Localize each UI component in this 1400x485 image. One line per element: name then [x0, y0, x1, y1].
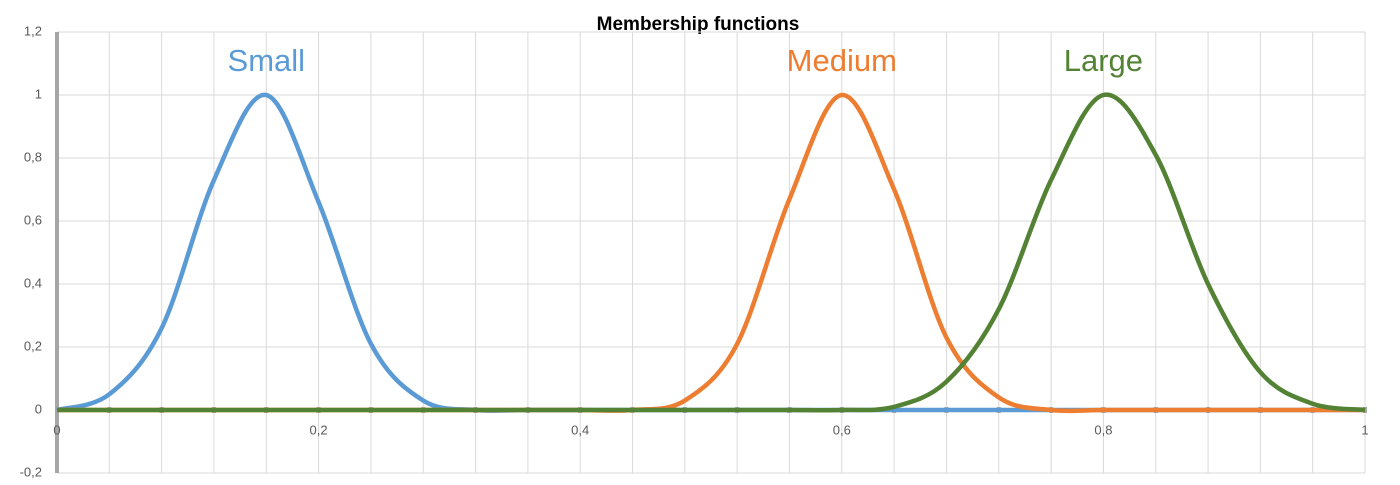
y-tick-label: 0,6	[24, 212, 42, 227]
x-tick-label: 0,8	[1094, 422, 1112, 437]
series-label: Medium	[787, 43, 897, 78]
x-tick-label: 0,6	[833, 422, 851, 437]
y-tick-label: -0,2	[20, 464, 42, 479]
x-tick-label: 0,2	[310, 422, 328, 437]
series-line	[57, 92, 1366, 413]
y-tick-label: 0,2	[24, 338, 42, 353]
x-tick-label: 0,4	[571, 422, 589, 437]
y-tick-label: 0,4	[24, 275, 42, 290]
series-label: Large	[1064, 43, 1143, 78]
y-tick-label: 0	[35, 401, 42, 416]
chart-title: Membership functions	[597, 14, 800, 35]
y-tick-label: 1,2	[24, 23, 42, 38]
y-tick-label: 1	[35, 86, 42, 101]
series-label: Small	[228, 43, 306, 78]
x-tick-label: 0	[53, 422, 60, 437]
y-tick-label: 0,8	[24, 149, 42, 164]
x-tick-label: 1	[1361, 422, 1368, 437]
